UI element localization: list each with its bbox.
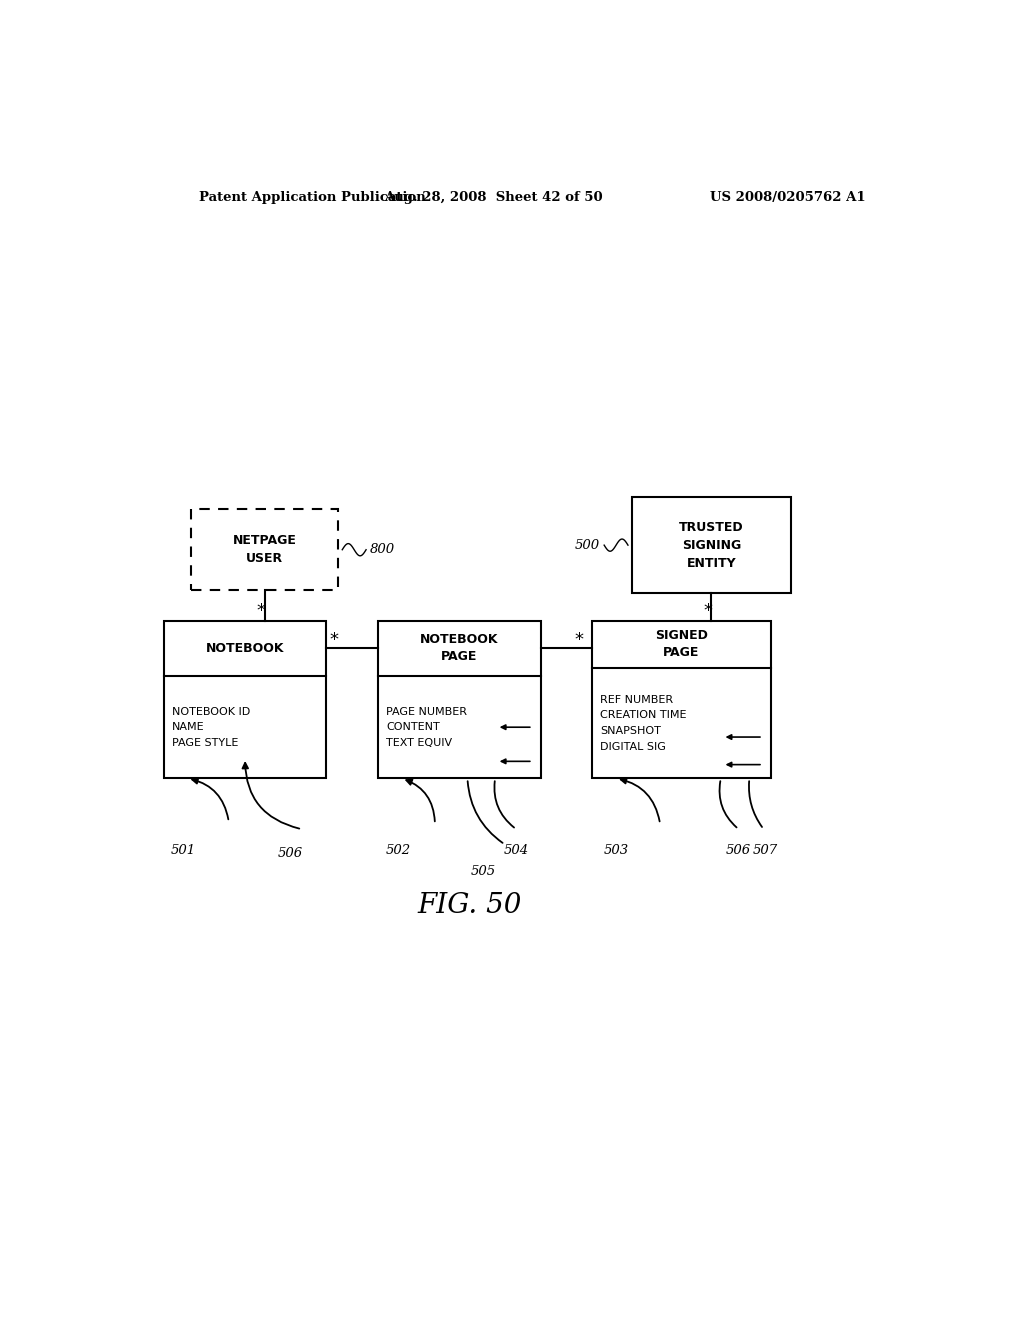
Text: 501: 501 bbox=[171, 845, 197, 858]
Bar bbox=[191, 510, 338, 590]
Text: 503: 503 bbox=[603, 845, 629, 858]
Text: TRUSTED
SIGNING
ENTITY: TRUSTED SIGNING ENTITY bbox=[679, 520, 743, 570]
Text: Patent Application Publication: Patent Application Publication bbox=[200, 190, 426, 203]
Text: PAGE NUMBER
CONTENT
TEXT EQUIV: PAGE NUMBER CONTENT TEXT EQUIV bbox=[386, 706, 467, 748]
Text: REF NUMBER
CREATION TIME
SNAPSHOT
DIGITAL SIG: REF NUMBER CREATION TIME SNAPSHOT DIGITA… bbox=[600, 694, 687, 751]
Text: 507: 507 bbox=[753, 845, 778, 858]
Text: 506: 506 bbox=[726, 845, 752, 858]
Bar bbox=[632, 496, 791, 594]
Text: NOTEBOOK: NOTEBOOK bbox=[206, 642, 285, 655]
Text: *: * bbox=[574, 631, 584, 649]
Text: US 2008/0205762 A1: US 2008/0205762 A1 bbox=[711, 190, 866, 203]
Text: 800: 800 bbox=[370, 544, 395, 556]
Text: 506: 506 bbox=[279, 846, 303, 859]
Text: SIGNED
PAGE: SIGNED PAGE bbox=[655, 630, 708, 660]
Text: NOTEBOOK ID
NAME
PAGE STYLE: NOTEBOOK ID NAME PAGE STYLE bbox=[172, 706, 250, 748]
Text: 504: 504 bbox=[504, 845, 528, 858]
Text: 502: 502 bbox=[385, 845, 411, 858]
Text: *: * bbox=[703, 602, 713, 619]
Bar bbox=[592, 620, 771, 779]
Text: 500: 500 bbox=[575, 539, 600, 552]
Bar bbox=[164, 620, 327, 779]
Text: Aug. 28, 2008  Sheet 42 of 50: Aug. 28, 2008 Sheet 42 of 50 bbox=[384, 190, 602, 203]
Text: *: * bbox=[257, 602, 266, 619]
Text: NOTEBOOK
PAGE: NOTEBOOK PAGE bbox=[420, 634, 499, 664]
Bar bbox=[378, 620, 541, 779]
Text: 505: 505 bbox=[471, 865, 497, 878]
Text: *: * bbox=[330, 631, 339, 649]
Text: NETPAGE
USER: NETPAGE USER bbox=[232, 535, 297, 565]
Text: FIG. 50: FIG. 50 bbox=[417, 892, 521, 919]
